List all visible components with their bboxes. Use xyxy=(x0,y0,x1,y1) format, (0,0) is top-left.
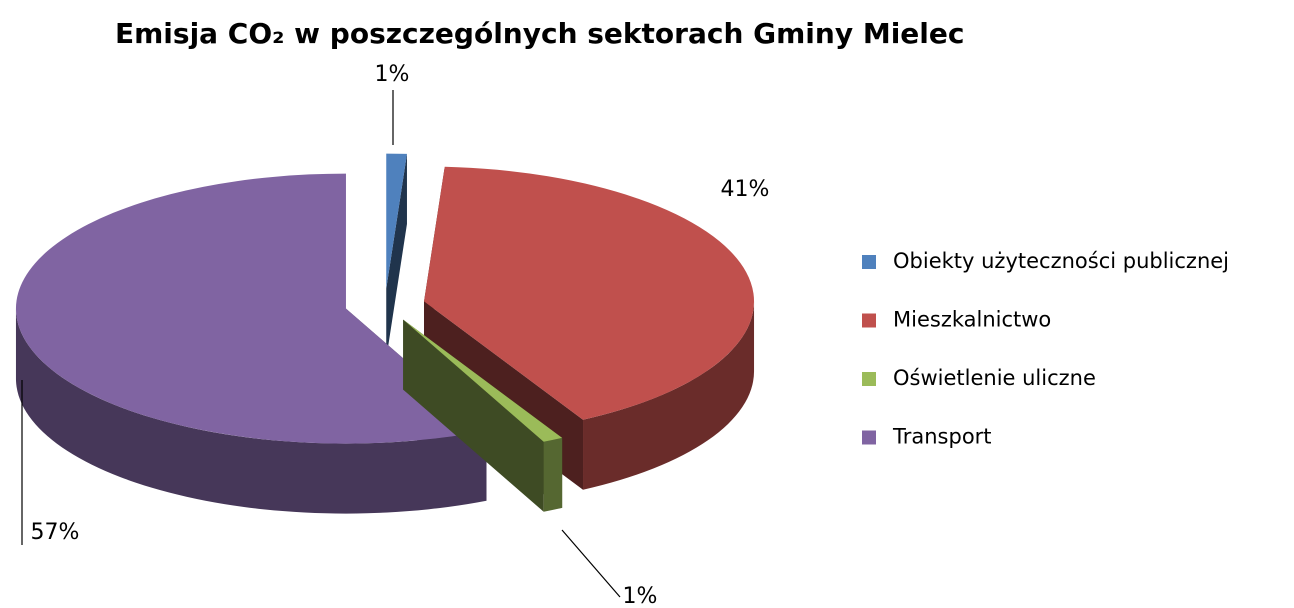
slice-top xyxy=(424,166,755,420)
data-label: 57% xyxy=(31,520,80,545)
data-label: 1% xyxy=(375,62,410,87)
data-label: 1% xyxy=(623,584,658,608)
slice-top xyxy=(15,173,487,444)
legend-swatch xyxy=(862,313,876,328)
legend-label: Obiekty użyteczności publicznej xyxy=(893,249,1229,273)
slice-wall xyxy=(583,301,755,490)
legend-swatch xyxy=(862,430,876,445)
slice xyxy=(403,319,563,512)
slice-side xyxy=(403,319,544,512)
leader-line xyxy=(561,529,621,598)
slice-top xyxy=(386,153,407,289)
data-label: 41% xyxy=(721,177,770,202)
slice-wall xyxy=(543,437,563,512)
slice xyxy=(15,173,487,514)
slice-side xyxy=(386,153,407,359)
legend-swatch xyxy=(862,372,876,386)
legend-label: Transport xyxy=(892,425,992,449)
slice xyxy=(386,153,407,359)
chart-title: Emisja CO₂ w poszczególnych sektorach Gm… xyxy=(115,17,964,50)
slice-top xyxy=(403,319,563,442)
legend-label: Mieszkalnictwo xyxy=(893,308,1051,332)
legend-swatch xyxy=(862,255,876,269)
slice-wall xyxy=(15,308,487,514)
legend-label: Oświetlenie uliczne xyxy=(893,366,1096,390)
